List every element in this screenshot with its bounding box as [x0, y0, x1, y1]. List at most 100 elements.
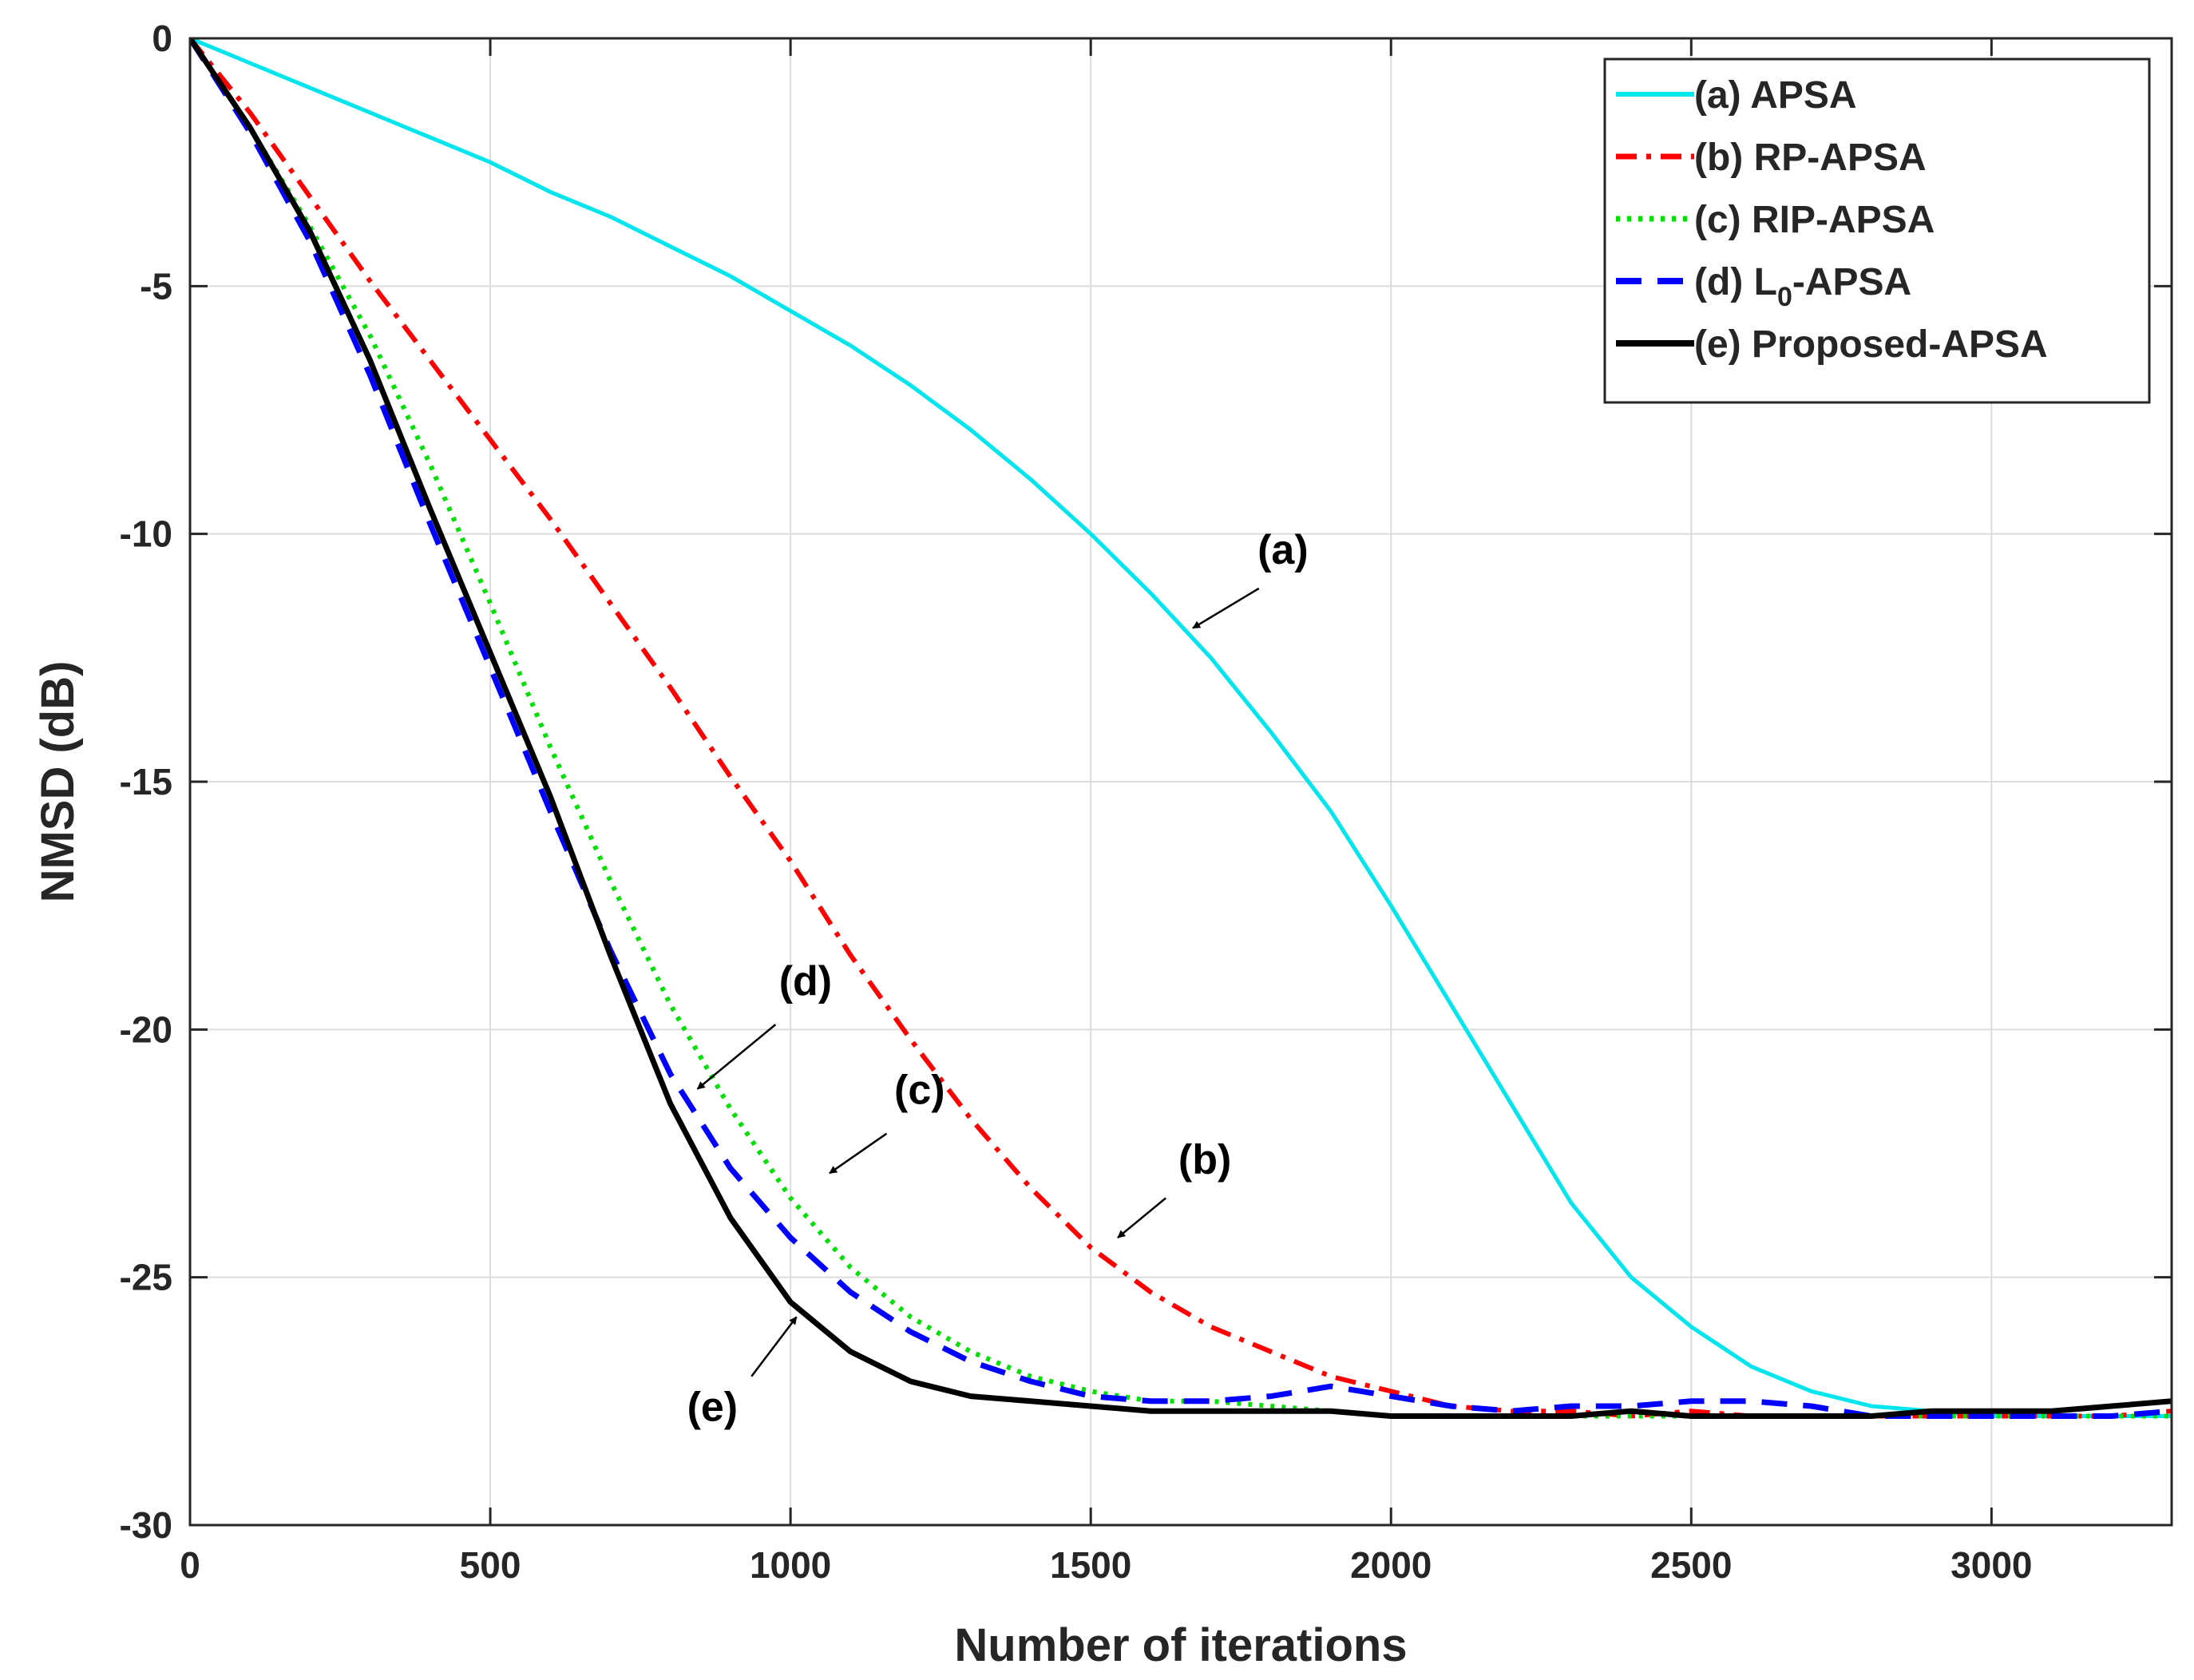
legend-entry: (b) RP-APSA: [1616, 137, 1927, 179]
y-tick-label: -20: [120, 1008, 172, 1050]
series-point: [1150, 593, 1151, 594]
annotation-arrow: [750, 1316, 798, 1377]
series-point: [490, 162, 491, 163]
annotation-label: (d): [779, 958, 832, 1004]
series-point: [730, 275, 731, 276]
series-point: [1030, 479, 1031, 480]
series-point: [1270, 1351, 1271, 1352]
series-point: [1691, 1416, 1692, 1417]
y-tick-label: -10: [120, 513, 172, 555]
legend-label: (c) RIP-APSA: [1694, 199, 1935, 241]
x-tick-label: 0: [180, 1544, 200, 1586]
series-point: [1391, 1391, 1392, 1392]
annotation-label: (a): [1257, 527, 1309, 573]
series-point: [1811, 1391, 1812, 1392]
series-point: [850, 955, 851, 956]
series-point: [910, 1039, 911, 1040]
series-point: [1030, 1376, 1031, 1377]
series-point: [1691, 1411, 1692, 1412]
series-point: [1030, 1187, 1031, 1188]
annotation: (a): [1192, 527, 1309, 629]
series-point: [1631, 1416, 1632, 1417]
series-line: [190, 38, 2172, 1418]
y-tick-label: -5: [140, 265, 172, 307]
annotation-arrow: [1192, 587, 1260, 629]
series-point: [1270, 1396, 1271, 1397]
series-point: [1210, 1326, 1211, 1327]
series-point: [1751, 1366, 1752, 1367]
y-axis-title: NMSD (dB): [32, 661, 84, 903]
x-tick-label: 3000: [1950, 1544, 2032, 1586]
series-1: [190, 38, 2172, 1418]
tick-labels: 0 500 1000 1500 2000 2500 3000 0 -5 -10 -15 -20 -25 -…: [120, 18, 2033, 1586]
series-point: [310, 241, 311, 242]
series-point: [850, 1267, 851, 1268]
series-point: [970, 1396, 971, 1397]
series-point: [490, 603, 491, 604]
y-tick-label: -30: [120, 1504, 172, 1546]
series-point: [1030, 1381, 1031, 1382]
series-point: [850, 1351, 851, 1352]
series-point: [250, 63, 251, 64]
y-tick-label: -15: [120, 761, 172, 802]
series-point: [610, 216, 611, 217]
series-point: [2111, 1406, 2112, 1407]
legend-label: (b) RP-APSA: [1694, 137, 1927, 179]
legend-label: (e) Proposed-APSA: [1694, 323, 2048, 366]
annotation-label: (e): [687, 1385, 739, 1431]
series-point: [550, 811, 551, 812]
annotation-label: (b): [1178, 1136, 1231, 1183]
x-tick-label: 1000: [750, 1544, 831, 1586]
series-layer: [190, 38, 2172, 1419]
series-point: [910, 1381, 911, 1382]
series-point: [1931, 1416, 1932, 1417]
series-point: [550, 796, 551, 797]
annotation-arrow: [696, 1024, 777, 1090]
series-point: [1751, 1416, 1752, 1417]
series-point: [1391, 905, 1392, 906]
series-point: [1270, 1411, 1271, 1412]
y-tick-label: -25: [120, 1257, 172, 1298]
series-point: [2111, 1416, 2112, 1417]
series-point: [670, 1103, 671, 1104]
annotation: (c): [829, 1067, 945, 1175]
series-point: [850, 1292, 851, 1293]
legend: (a) APSA (b) RP-APSA (c) RIP-APSA (d) L0-AP…: [1603, 57, 2151, 404]
y-tick-label: 0: [152, 18, 172, 59]
x-tick-label: 500: [460, 1544, 521, 1586]
series-point: [1991, 1411, 1992, 1412]
series-point: [1210, 1411, 1211, 1412]
series-point: [1331, 811, 1332, 812]
series-point: [1391, 1396, 1392, 1397]
series-point: [670, 246, 671, 247]
series-point: [730, 1108, 731, 1109]
annotation-label: (c): [894, 1067, 945, 1113]
series-point: [910, 1331, 911, 1332]
x-tick-label: 2500: [1650, 1544, 1732, 1586]
annotation: (e): [687, 1316, 798, 1431]
x-tick-label: 2000: [1350, 1544, 1432, 1586]
series-point: [670, 687, 671, 688]
series-point: [610, 603, 611, 604]
series-point: [490, 439, 491, 440]
series-point: [250, 127, 251, 128]
series-point: [790, 861, 791, 862]
annotation-arrow: [829, 1132, 888, 1175]
x-axis-title: Number of iterations: [954, 1619, 1407, 1671]
series-point: [1631, 1406, 1632, 1407]
series-point: [790, 1198, 791, 1199]
series-point: [1570, 1411, 1571, 1412]
series-point: [310, 196, 311, 197]
series-point: [1811, 1406, 1812, 1407]
series-point: [1991, 1416, 1992, 1417]
legend-entry: (d) L0-APSA: [1616, 261, 1911, 312]
ticks: [188, 37, 2172, 1527]
legend-label: (a) APSA: [1694, 74, 1857, 117]
series-point: [1331, 1386, 1332, 1387]
series-point: [730, 1168, 731, 1169]
series-point: [970, 1361, 971, 1362]
series-point: [1150, 1411, 1151, 1412]
series-point: [610, 955, 611, 956]
series-5: [190, 38, 2172, 1419]
